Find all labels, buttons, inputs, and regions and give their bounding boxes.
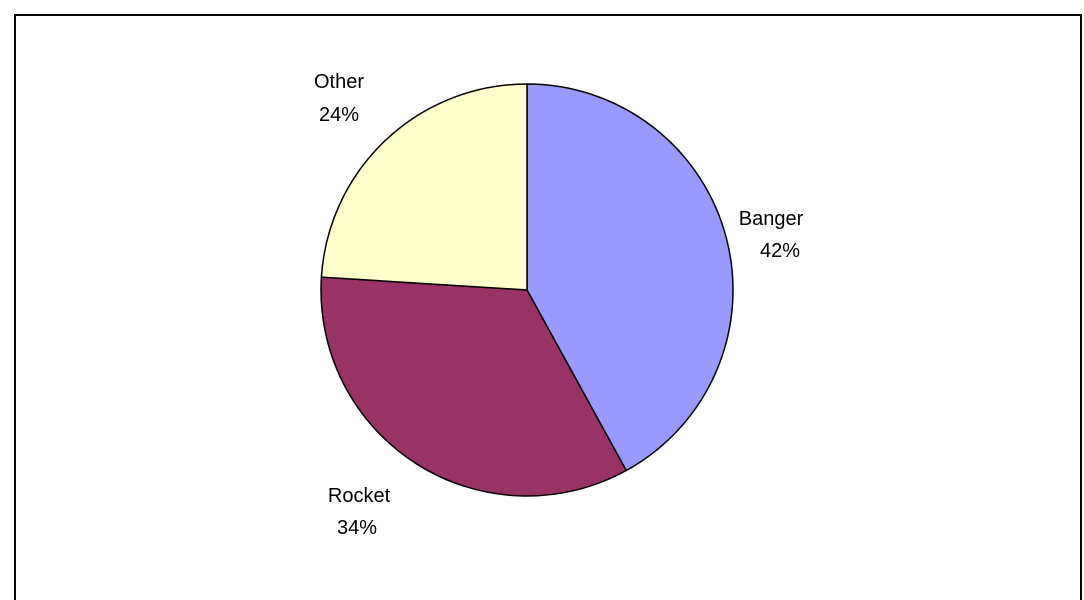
slice-label-banger-name: Banger (739, 208, 804, 230)
pie-slice-other (320, 83, 528, 291)
slice-label-rocket-name: Rocket (328, 485, 391, 507)
pie-slice-rocket (320, 276, 628, 497)
pie-slices (320, 83, 734, 497)
slice-label-banger-value: 42% (760, 240, 800, 262)
pie-labels: Banger 42% Rocket 34% Other 24% (314, 71, 804, 539)
slice-label-other-value: 24% (319, 104, 359, 126)
slice-label-other-name: Other (314, 71, 364, 93)
slice-label-rocket-value: 34% (337, 517, 377, 539)
pie-slice-banger (526, 83, 734, 472)
